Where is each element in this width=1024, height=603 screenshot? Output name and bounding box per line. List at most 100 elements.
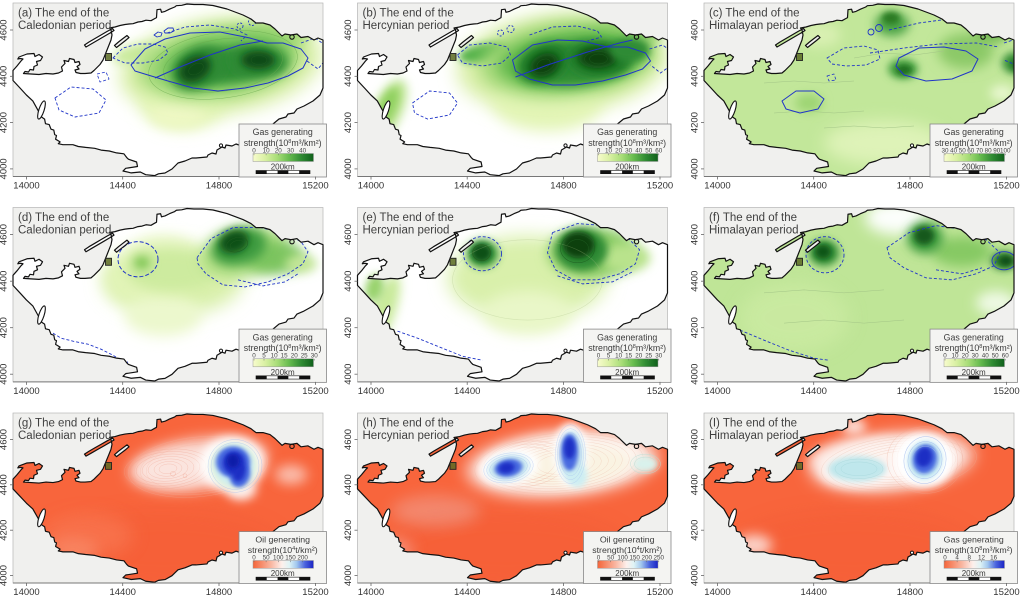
svg-text:14400: 14400 bbox=[454, 181, 480, 192]
svg-text:4400: 4400 bbox=[343, 66, 354, 87]
svg-text:15200: 15200 bbox=[647, 181, 673, 192]
svg-text:4400: 4400 bbox=[343, 474, 354, 495]
svg-text:Gas generating: Gas generating bbox=[597, 127, 657, 137]
svg-text:Caledonian period: Caledonian period bbox=[18, 225, 111, 237]
svg-text:200km: 200km bbox=[271, 163, 295, 172]
svg-text:200km: 200km bbox=[615, 163, 639, 172]
svg-text:14800: 14800 bbox=[897, 386, 923, 397]
svg-text:5: 5 bbox=[607, 353, 611, 360]
svg-text:strength(108m³/km²): strength(108m³/km²) bbox=[244, 343, 322, 353]
svg-text:15200: 15200 bbox=[302, 386, 328, 397]
svg-text:90: 90 bbox=[993, 147, 1001, 154]
svg-text:14800: 14800 bbox=[897, 587, 923, 598]
svg-text:14800: 14800 bbox=[206, 386, 232, 397]
svg-text:4200: 4200 bbox=[0, 112, 10, 133]
svg-text:14000: 14000 bbox=[13, 386, 39, 397]
svg-text:10: 10 bbox=[615, 353, 622, 360]
svg-text:14800: 14800 bbox=[550, 386, 576, 397]
svg-text:30: 30 bbox=[625, 147, 633, 154]
svg-text:4200: 4200 bbox=[343, 317, 354, 338]
svg-text:4200: 4200 bbox=[0, 317, 10, 338]
svg-text:200km: 200km bbox=[962, 569, 986, 578]
svg-text:4600: 4600 bbox=[0, 224, 10, 245]
svg-text:30: 30 bbox=[972, 353, 979, 360]
svg-text:5: 5 bbox=[262, 353, 266, 360]
svg-text:20: 20 bbox=[962, 353, 969, 360]
svg-text:4000: 4000 bbox=[690, 364, 701, 385]
svg-text:14400: 14400 bbox=[800, 587, 826, 598]
svg-text:4400: 4400 bbox=[0, 271, 10, 292]
svg-text:14400: 14400 bbox=[800, 386, 826, 397]
svg-text:Gas generating: Gas generating bbox=[253, 332, 313, 342]
svg-text:50: 50 bbox=[607, 554, 615, 561]
svg-text:10: 10 bbox=[271, 353, 278, 360]
svg-text:14000: 14000 bbox=[358, 181, 384, 192]
svg-text:strength(108m³/km²): strength(108m³/km²) bbox=[935, 138, 1013, 148]
svg-text:0: 0 bbox=[597, 147, 601, 154]
svg-text:30: 30 bbox=[655, 353, 662, 360]
svg-text:250: 250 bbox=[654, 554, 665, 561]
svg-text:14400: 14400 bbox=[109, 386, 135, 397]
svg-text:150: 150 bbox=[629, 554, 640, 561]
svg-text:Gas generating: Gas generating bbox=[597, 332, 657, 342]
svg-text:(b) The end of the: (b) The end of the bbox=[363, 8, 454, 20]
svg-text:Gas generating: Gas generating bbox=[944, 127, 1004, 137]
svg-text:Himalayan period: Himalayan period bbox=[709, 225, 799, 237]
svg-text:20: 20 bbox=[615, 147, 623, 154]
svg-text:20: 20 bbox=[291, 353, 298, 360]
svg-text:Gas generating: Gas generating bbox=[253, 127, 313, 137]
svg-text:Hercynian period: Hercynian period bbox=[363, 20, 450, 32]
svg-text:150: 150 bbox=[285, 554, 296, 561]
svg-text:30: 30 bbox=[287, 147, 295, 154]
svg-text:strength(108m³/km²): strength(108m³/km²) bbox=[588, 343, 666, 353]
svg-text:4000: 4000 bbox=[0, 158, 10, 179]
svg-text:4400: 4400 bbox=[690, 271, 701, 292]
svg-text:4000: 4000 bbox=[690, 158, 701, 179]
svg-text:15200: 15200 bbox=[302, 181, 328, 192]
svg-text:Himalayan period: Himalayan period bbox=[709, 20, 799, 32]
svg-text:200km: 200km bbox=[615, 569, 639, 578]
svg-text:0: 0 bbox=[597, 353, 601, 360]
svg-text:10: 10 bbox=[605, 147, 613, 154]
svg-text:20: 20 bbox=[275, 147, 283, 154]
svg-text:60: 60 bbox=[655, 147, 663, 154]
svg-text:4400: 4400 bbox=[343, 271, 354, 292]
svg-text:4600: 4600 bbox=[690, 224, 701, 245]
svg-text:40: 40 bbox=[635, 147, 643, 154]
svg-text:Himalayan period: Himalayan period bbox=[709, 430, 799, 442]
svg-text:14000: 14000 bbox=[13, 587, 39, 598]
svg-text:60: 60 bbox=[1002, 353, 1009, 360]
svg-text:strength(104t/km²): strength(104t/km²) bbox=[248, 545, 318, 555]
svg-text:4600: 4600 bbox=[343, 19, 354, 40]
svg-text:strength(104t/km²): strength(104t/km²) bbox=[592, 545, 662, 555]
svg-text:4400: 4400 bbox=[690, 66, 701, 87]
svg-text:15200: 15200 bbox=[993, 386, 1019, 397]
svg-text:0: 0 bbox=[943, 353, 947, 360]
svg-text:25: 25 bbox=[645, 353, 652, 360]
svg-text:Gas generating: Gas generating bbox=[944, 535, 1004, 545]
svg-text:4200: 4200 bbox=[690, 317, 701, 338]
svg-text:14000: 14000 bbox=[358, 587, 384, 598]
svg-text:200km: 200km bbox=[271, 569, 295, 578]
svg-text:Gas generating: Gas generating bbox=[944, 332, 1004, 342]
svg-text:(a) The end of the: (a) The end of the bbox=[18, 8, 109, 20]
svg-text:15: 15 bbox=[625, 353, 632, 360]
svg-text:0: 0 bbox=[252, 554, 256, 561]
svg-text:80: 80 bbox=[985, 147, 993, 154]
svg-text:14400: 14400 bbox=[109, 181, 135, 192]
svg-text:30: 30 bbox=[311, 353, 318, 360]
svg-text:0: 0 bbox=[597, 554, 601, 561]
svg-text:4600: 4600 bbox=[0, 429, 10, 450]
svg-text:4200: 4200 bbox=[343, 520, 354, 541]
svg-text:14000: 14000 bbox=[13, 181, 39, 192]
svg-text:14400: 14400 bbox=[454, 386, 480, 397]
svg-text:16: 16 bbox=[990, 554, 998, 561]
svg-text:20: 20 bbox=[635, 353, 642, 360]
svg-text:10: 10 bbox=[952, 353, 959, 360]
svg-text:4000: 4000 bbox=[690, 565, 701, 586]
svg-text:15: 15 bbox=[281, 353, 288, 360]
svg-text:Oil generating: Oil generating bbox=[600, 535, 655, 545]
svg-text:200: 200 bbox=[297, 554, 308, 561]
svg-text:4200: 4200 bbox=[343, 112, 354, 133]
svg-text:(e) The end of the: (e) The end of the bbox=[363, 212, 454, 224]
